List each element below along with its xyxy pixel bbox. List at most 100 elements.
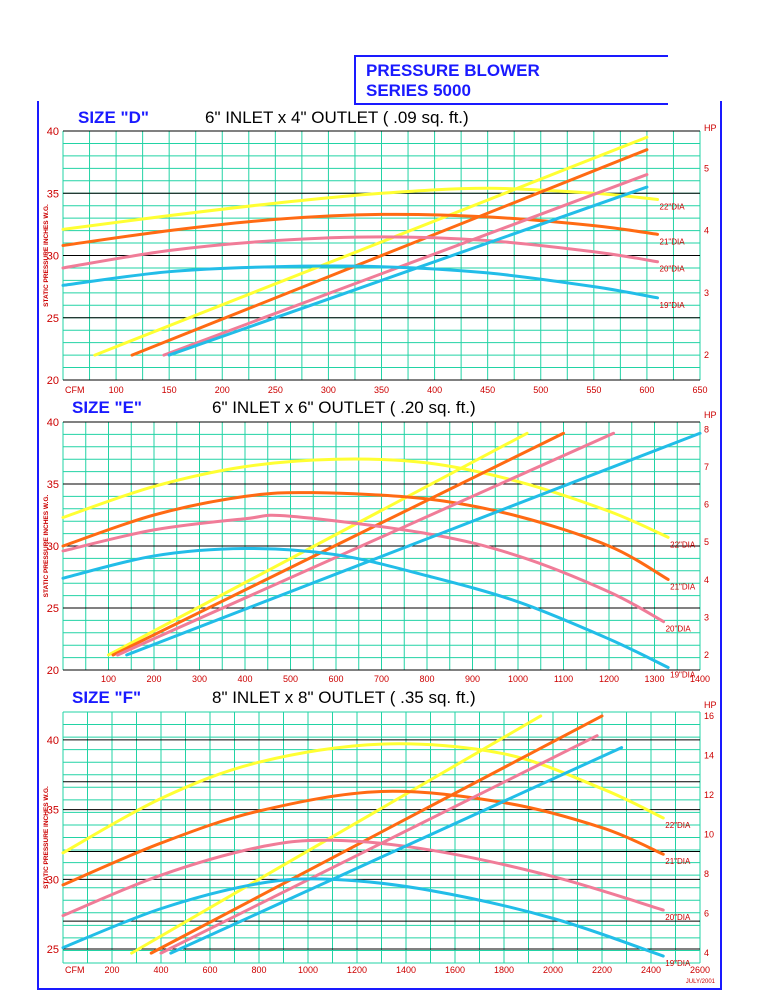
hp-tick-label: 5	[704, 537, 709, 547]
series-19in: 19"DIA	[61, 431, 702, 680]
size-label: SIZE "D"	[78, 108, 149, 127]
series-label-21in: 21"DIA	[670, 582, 696, 591]
hp-axis-label: HP	[704, 123, 717, 133]
hp-line-21in	[149, 714, 604, 955]
chart-panel-1: SIZE "D" 6" INLET x 4" OUTLET ( .09 sq. f…	[43, 108, 717, 395]
hp-tick-label: 4	[704, 226, 709, 236]
series-label-20in: 20"DIA	[665, 913, 691, 922]
hp-tick-label: 6	[704, 909, 709, 919]
pressure-curve-20in	[61, 838, 665, 918]
series-20in: 20"DIA	[61, 734, 691, 955]
series-label-21in: 21"DIA	[665, 857, 691, 866]
y-tick-label: 40	[47, 126, 59, 138]
hp-line-21in	[130, 148, 649, 357]
series-21in: 21"DIA	[61, 714, 691, 955]
hp-line-19in	[169, 746, 624, 955]
x-tick-label: 2000	[543, 965, 563, 975]
inlet-label: 6" INLET x 4" OUTLET ( .09 sq. ft.)	[205, 108, 469, 127]
title-box: PRESSURE BLOWER SERIES 5000	[354, 55, 668, 105]
grid	[62, 711, 701, 964]
series-label-19in: 19"DIA	[665, 959, 691, 968]
y-tick-label: 25	[47, 944, 59, 956]
y-axis-label: STATIC PRESSURE INCHES W.G.	[43, 204, 50, 307]
hp-line-20in	[116, 431, 616, 657]
x-tick-label: 800	[251, 965, 266, 975]
chart-frame	[37, 101, 722, 990]
series-19in: 19"DIA	[61, 185, 686, 357]
hp-axis-label: HP	[704, 410, 717, 420]
x-tick-label: 300	[321, 385, 336, 395]
series-21in: 21"DIA	[61, 431, 696, 657]
x-tick-label: 350	[374, 385, 389, 395]
x-tick-label: 900	[465, 674, 480, 684]
x-tick-label: 500	[283, 674, 298, 684]
series-label-19in: 19"DIA	[660, 301, 686, 310]
x-tick-label: 600	[202, 965, 217, 975]
x-tick-label: 1200	[347, 965, 367, 975]
hp-tick-label: 10	[704, 830, 714, 840]
inlet-label: 6" INLET x 6" OUTLET ( .20 sq. ft.)	[212, 398, 476, 417]
grid	[62, 421, 701, 671]
y-tick-label: 25	[47, 603, 59, 615]
chart-panel-3: SIZE "F" 8" INLET x 8" OUTLET ( .35 sq. f…	[43, 688, 717, 975]
title-line-2: SERIES 5000	[366, 81, 471, 100]
y-tick-label: 35	[47, 188, 59, 200]
hp-tick-label: 2	[704, 650, 709, 660]
series-19in: 19"DIA	[61, 746, 691, 968]
hp-line-22in	[130, 714, 543, 955]
y-tick-label: 35	[47, 479, 59, 491]
series-label-22in: 22"DIA	[670, 540, 696, 549]
x-tick-label: 2600	[690, 965, 710, 975]
hp-axis-label: HP	[704, 700, 717, 710]
series-20in: 20"DIA	[61, 173, 685, 357]
hp-line-19in	[167, 185, 649, 357]
y-tick-label: 20	[47, 375, 59, 387]
x-tick-label: 200	[215, 385, 230, 395]
x-tick-label: 600	[328, 674, 343, 684]
date-label: JULY/2001	[686, 979, 716, 985]
x-axis-label: CFM	[65, 385, 85, 395]
x-tick-label: 450	[480, 385, 495, 395]
x-tick-label: 550	[586, 385, 601, 395]
x-tick-label: 1400	[690, 674, 710, 684]
series-label-22in: 22"DIA	[665, 821, 691, 830]
x-tick-label: 100	[101, 674, 116, 684]
hp-tick-label: 12	[704, 790, 714, 800]
title-line-1: PRESSURE BLOWER	[366, 61, 540, 80]
hp-line-20in	[159, 734, 599, 955]
series-22in: 22"DIA	[61, 431, 696, 657]
hp-line-19in	[125, 431, 702, 657]
grid	[62, 130, 701, 381]
x-tick-label: 2400	[641, 965, 661, 975]
hp-line-20in	[162, 173, 649, 357]
x-tick-label: 1400	[396, 965, 416, 975]
series-21in: 21"DIA	[61, 148, 686, 357]
hp-tick-label: 3	[704, 288, 709, 298]
x-tick-label: 800	[419, 674, 434, 684]
pressure-curve-22in	[61, 742, 665, 855]
series-label-21in: 21"DIA	[660, 237, 686, 246]
hp-tick-label: 14	[704, 750, 714, 760]
x-tick-label: 1000	[508, 674, 528, 684]
x-tick-label: 2200	[592, 965, 612, 975]
x-tick-label: 1200	[599, 674, 619, 684]
pressure-curve-20in	[61, 513, 666, 624]
y-tick-label: 30	[47, 251, 59, 263]
pressure-curve-19in	[61, 877, 665, 958]
y-tick-label: 25	[47, 313, 59, 325]
x-tick-label: 1600	[445, 965, 465, 975]
y-axis-label: STATIC PRESSURE INCHES W.G.	[43, 494, 50, 597]
size-label: SIZE "F"	[72, 688, 141, 707]
x-tick-label: 700	[374, 674, 389, 684]
x-tick-label: 100	[109, 385, 124, 395]
x-tick-label: 200	[146, 674, 161, 684]
pressure-curve-22in	[61, 457, 670, 539]
series-22in: 22"DIA	[61, 135, 686, 357]
x-tick-label: 1000	[298, 965, 318, 975]
hp-tick-label: 16	[704, 711, 714, 721]
x-tick-label: 400	[427, 385, 442, 395]
hp-tick-label: 2	[704, 350, 709, 360]
series-label-22in: 22"DIA	[660, 202, 686, 211]
x-tick-label: 150	[162, 385, 177, 395]
